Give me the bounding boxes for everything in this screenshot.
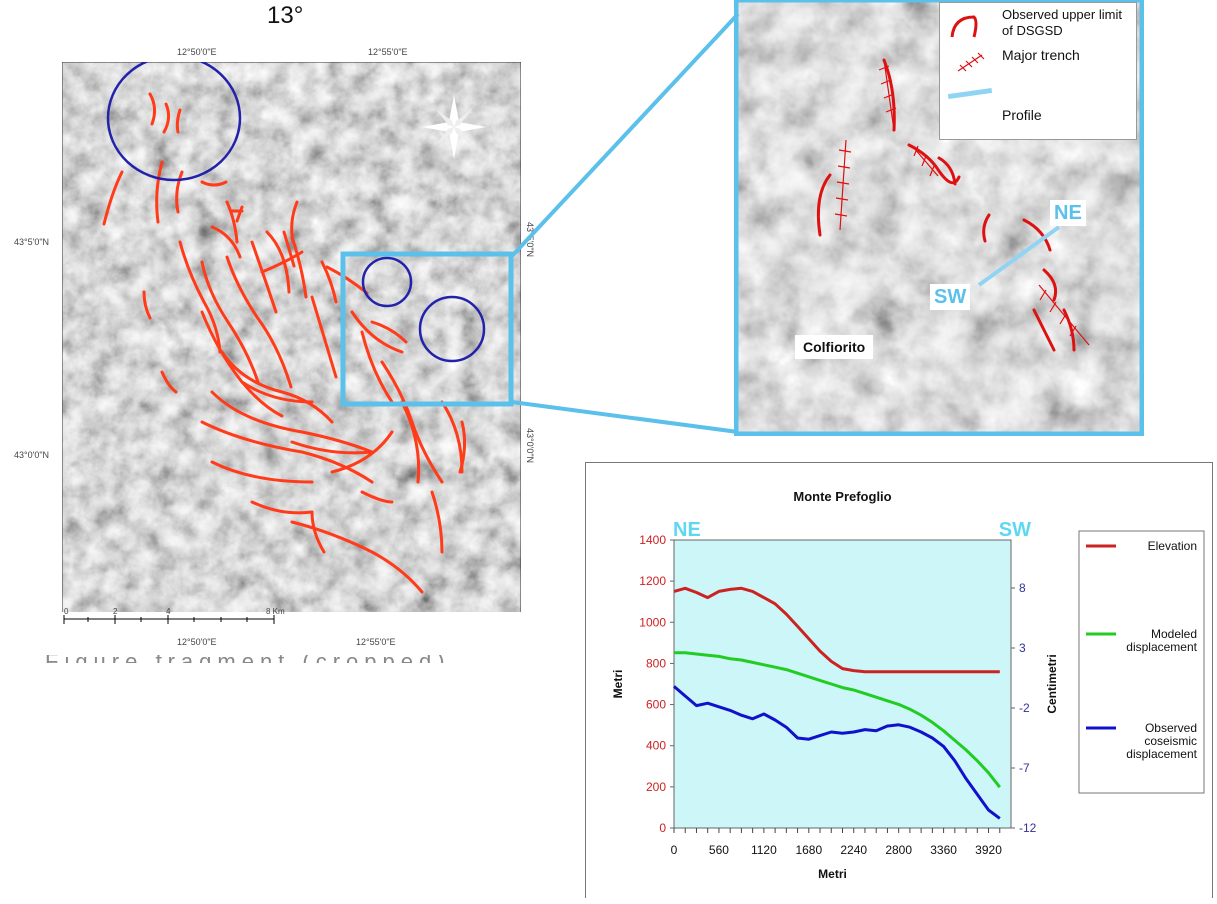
legend-label-2: coseismic bbox=[1144, 734, 1197, 748]
map-coord-left-1: 43°5'0"N bbox=[14, 237, 50, 247]
y-axis-label: Metri bbox=[611, 670, 625, 699]
inset-frame bbox=[340, 251, 514, 407]
legend-dsgsd-label: Observed upper limit of DSGSD bbox=[1002, 7, 1122, 38]
trench-legend-icon bbox=[957, 52, 985, 72]
north-arrow-icon bbox=[422, 95, 486, 159]
x-tick-label: 1680 bbox=[795, 843, 822, 857]
dsgsd-lines bbox=[102, 92, 467, 594]
y-tick-label: 400 bbox=[646, 739, 666, 753]
chart-corner-ne: NE bbox=[673, 519, 701, 541]
plot-area bbox=[673, 539, 1012, 829]
scale-tick-8: 8 Km bbox=[266, 607, 285, 616]
legend-label-2: displacement bbox=[1126, 747, 1197, 761]
caption-fragment-text: Figure fragment (cropped) bbox=[45, 655, 545, 663]
map-coord-top-1: 12°50'0"E bbox=[177, 47, 217, 57]
y-tick-label: 600 bbox=[646, 698, 666, 712]
y-tick-label: 200 bbox=[646, 780, 666, 794]
legend-profile-label: Profile bbox=[1002, 107, 1042, 123]
chart-legend bbox=[1078, 530, 1205, 794]
series-line-0 bbox=[673, 586, 1000, 674]
profile-chart: Monte Prefoglio NE SW 0 200 400 600 800 1000 1200… bbox=[611, 489, 1205, 881]
chart-corner-sw: SW bbox=[999, 519, 1031, 541]
scale-tick-2: 2 bbox=[113, 607, 118, 616]
profile-chart-panel: Monte Prefoglio NE SW 0 200 400 600 800 1000 1200… bbox=[585, 462, 1213, 898]
inset-trench-marks bbox=[834, 59, 1090, 346]
scale-tick-4: 4 bbox=[166, 607, 171, 616]
x-tick-label: 2240 bbox=[840, 843, 867, 857]
scale-tick-0: 0 bbox=[64, 607, 69, 616]
x-tick-label: 2800 bbox=[885, 843, 912, 857]
map-coord-left-2: 43°0'0"N bbox=[14, 450, 50, 460]
y2-tick-label: 8 bbox=[1019, 581, 1026, 595]
x-tick-label: 560 bbox=[709, 843, 729, 857]
map-coord-top-2: 12°55'0"E bbox=[368, 47, 408, 57]
legend-label-2: Observed bbox=[1145, 721, 1197, 735]
x-tick-label: 3920 bbox=[975, 843, 1002, 857]
dsgsd-legend-icon bbox=[950, 15, 978, 38]
inset-panel: Observed upper limit of DSGSD Major tren… bbox=[733, 0, 1145, 437]
legend-label-1: displacement bbox=[1126, 640, 1197, 654]
inset-panel-frame bbox=[733, 0, 1145, 437]
y2-tick-label: -12 bbox=[1019, 821, 1037, 835]
chart-title: Monte Prefoglio bbox=[793, 489, 891, 504]
x-tick-label: 1120 bbox=[751, 843, 777, 857]
legend-label-0: Elevation bbox=[1148, 539, 1197, 553]
satellite-map: 0 2 4 8 Km bbox=[61, 54, 522, 631]
legend-trench-label: Major trench bbox=[1002, 47, 1080, 63]
profile-line bbox=[977, 225, 1061, 287]
inset-legend: Observed upper limit of DSGSD Major tren… bbox=[939, 2, 1137, 140]
y-tick-label: 0 bbox=[659, 821, 666, 835]
y2-tick-label: -7 bbox=[1019, 761, 1030, 775]
y-tick-label: 1000 bbox=[639, 615, 666, 629]
y-tick-label: 800 bbox=[646, 656, 666, 670]
x-tick-label: 0 bbox=[671, 843, 678, 857]
y-tick-label: 1400 bbox=[639, 533, 666, 547]
satellite-map-image bbox=[61, 54, 522, 631]
y2-tick-label: 3 bbox=[1019, 641, 1026, 655]
y2-tick-label: -2 bbox=[1019, 701, 1030, 715]
inset-dsgsd-lines bbox=[816, 58, 1076, 352]
x-tick-label: 3360 bbox=[930, 843, 957, 857]
map-coord-bottom-2: 12°55'0"E bbox=[356, 637, 396, 647]
profile-legend-icon bbox=[947, 87, 993, 100]
y2-axis-label: Centimetri bbox=[1045, 654, 1059, 713]
top-fragment-text: 13° bbox=[267, 2, 304, 29]
scale-bar bbox=[62, 612, 521, 630]
inset-label-sw: SW bbox=[930, 284, 971, 310]
map-coord-bottom-1: 12°50'0"E bbox=[177, 637, 217, 647]
series-line-2 bbox=[673, 685, 1001, 820]
series-line-1 bbox=[674, 651, 1001, 789]
caption-fragment: Figure fragment (cropped) bbox=[45, 655, 545, 663]
inset-label-ne: NE bbox=[1050, 200, 1086, 226]
y-tick-label: 1200 bbox=[639, 574, 666, 588]
x-axis-label: Metri bbox=[818, 867, 847, 881]
inset-label-colfiorito: Colfiorito bbox=[795, 335, 874, 359]
legend-label-1: Modeled bbox=[1151, 627, 1197, 641]
